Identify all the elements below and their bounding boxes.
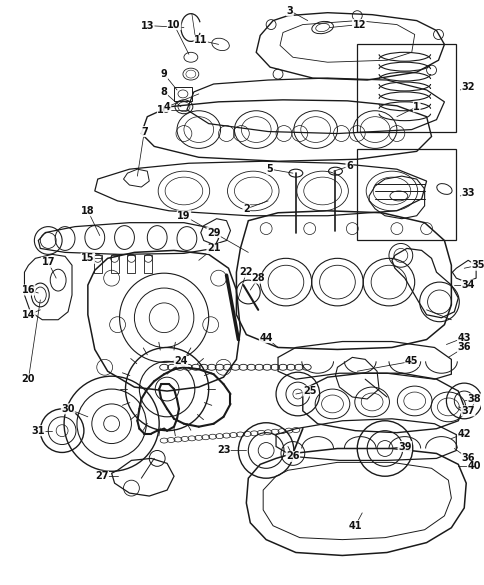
Text: 12: 12: [352, 19, 365, 30]
Text: 22: 22: [239, 267, 253, 277]
Text: 1: 1: [412, 102, 419, 112]
Text: 15: 15: [81, 253, 94, 263]
Text: 13: 13: [140, 20, 154, 30]
Text: 10: 10: [157, 105, 170, 115]
Text: 4: 4: [164, 102, 170, 112]
Text: 18: 18: [81, 206, 94, 216]
Text: 17: 17: [42, 257, 55, 267]
Text: 5: 5: [266, 164, 273, 174]
Text: 36: 36: [460, 453, 474, 463]
Text: 33: 33: [460, 188, 474, 198]
Text: 3: 3: [286, 6, 293, 16]
Bar: [110, 256, 118, 273]
Text: 11: 11: [194, 36, 207, 46]
Text: 45: 45: [404, 356, 418, 366]
Text: 36: 36: [456, 342, 470, 353]
Text: 24: 24: [174, 356, 187, 366]
Text: 37: 37: [460, 406, 474, 416]
Text: 14: 14: [22, 310, 35, 320]
Text: 30: 30: [61, 404, 75, 414]
Text: 20: 20: [22, 374, 35, 384]
Text: 8: 8: [160, 87, 167, 97]
Bar: [93, 256, 102, 273]
Text: 42: 42: [456, 429, 470, 439]
Text: 6: 6: [345, 161, 352, 171]
Bar: [357, 44, 455, 132]
Text: 35: 35: [470, 260, 484, 270]
Text: 9: 9: [160, 69, 167, 79]
Text: 7: 7: [141, 126, 148, 136]
Text: 21: 21: [207, 243, 220, 253]
Text: 34: 34: [460, 280, 474, 290]
Text: 43: 43: [456, 332, 470, 343]
Text: 26: 26: [286, 452, 299, 462]
Text: 31: 31: [31, 426, 45, 436]
Bar: [144, 256, 152, 273]
Text: 32: 32: [460, 82, 474, 92]
Text: 2: 2: [242, 204, 249, 214]
Text: 19: 19: [177, 211, 190, 221]
Text: 44: 44: [259, 332, 272, 343]
Bar: [174, 87, 192, 101]
Text: 25: 25: [302, 386, 316, 396]
Text: 27: 27: [95, 472, 108, 481]
Text: 29: 29: [207, 228, 220, 238]
Text: 41: 41: [348, 521, 361, 531]
Text: 23: 23: [216, 446, 230, 456]
Text: 39: 39: [397, 442, 411, 452]
Text: 16: 16: [22, 285, 35, 295]
Text: 10: 10: [167, 19, 181, 30]
Bar: [357, 149, 455, 240]
Text: 38: 38: [467, 394, 480, 404]
Text: 28: 28: [251, 273, 264, 283]
Bar: [127, 256, 135, 273]
Text: 40: 40: [467, 462, 480, 472]
